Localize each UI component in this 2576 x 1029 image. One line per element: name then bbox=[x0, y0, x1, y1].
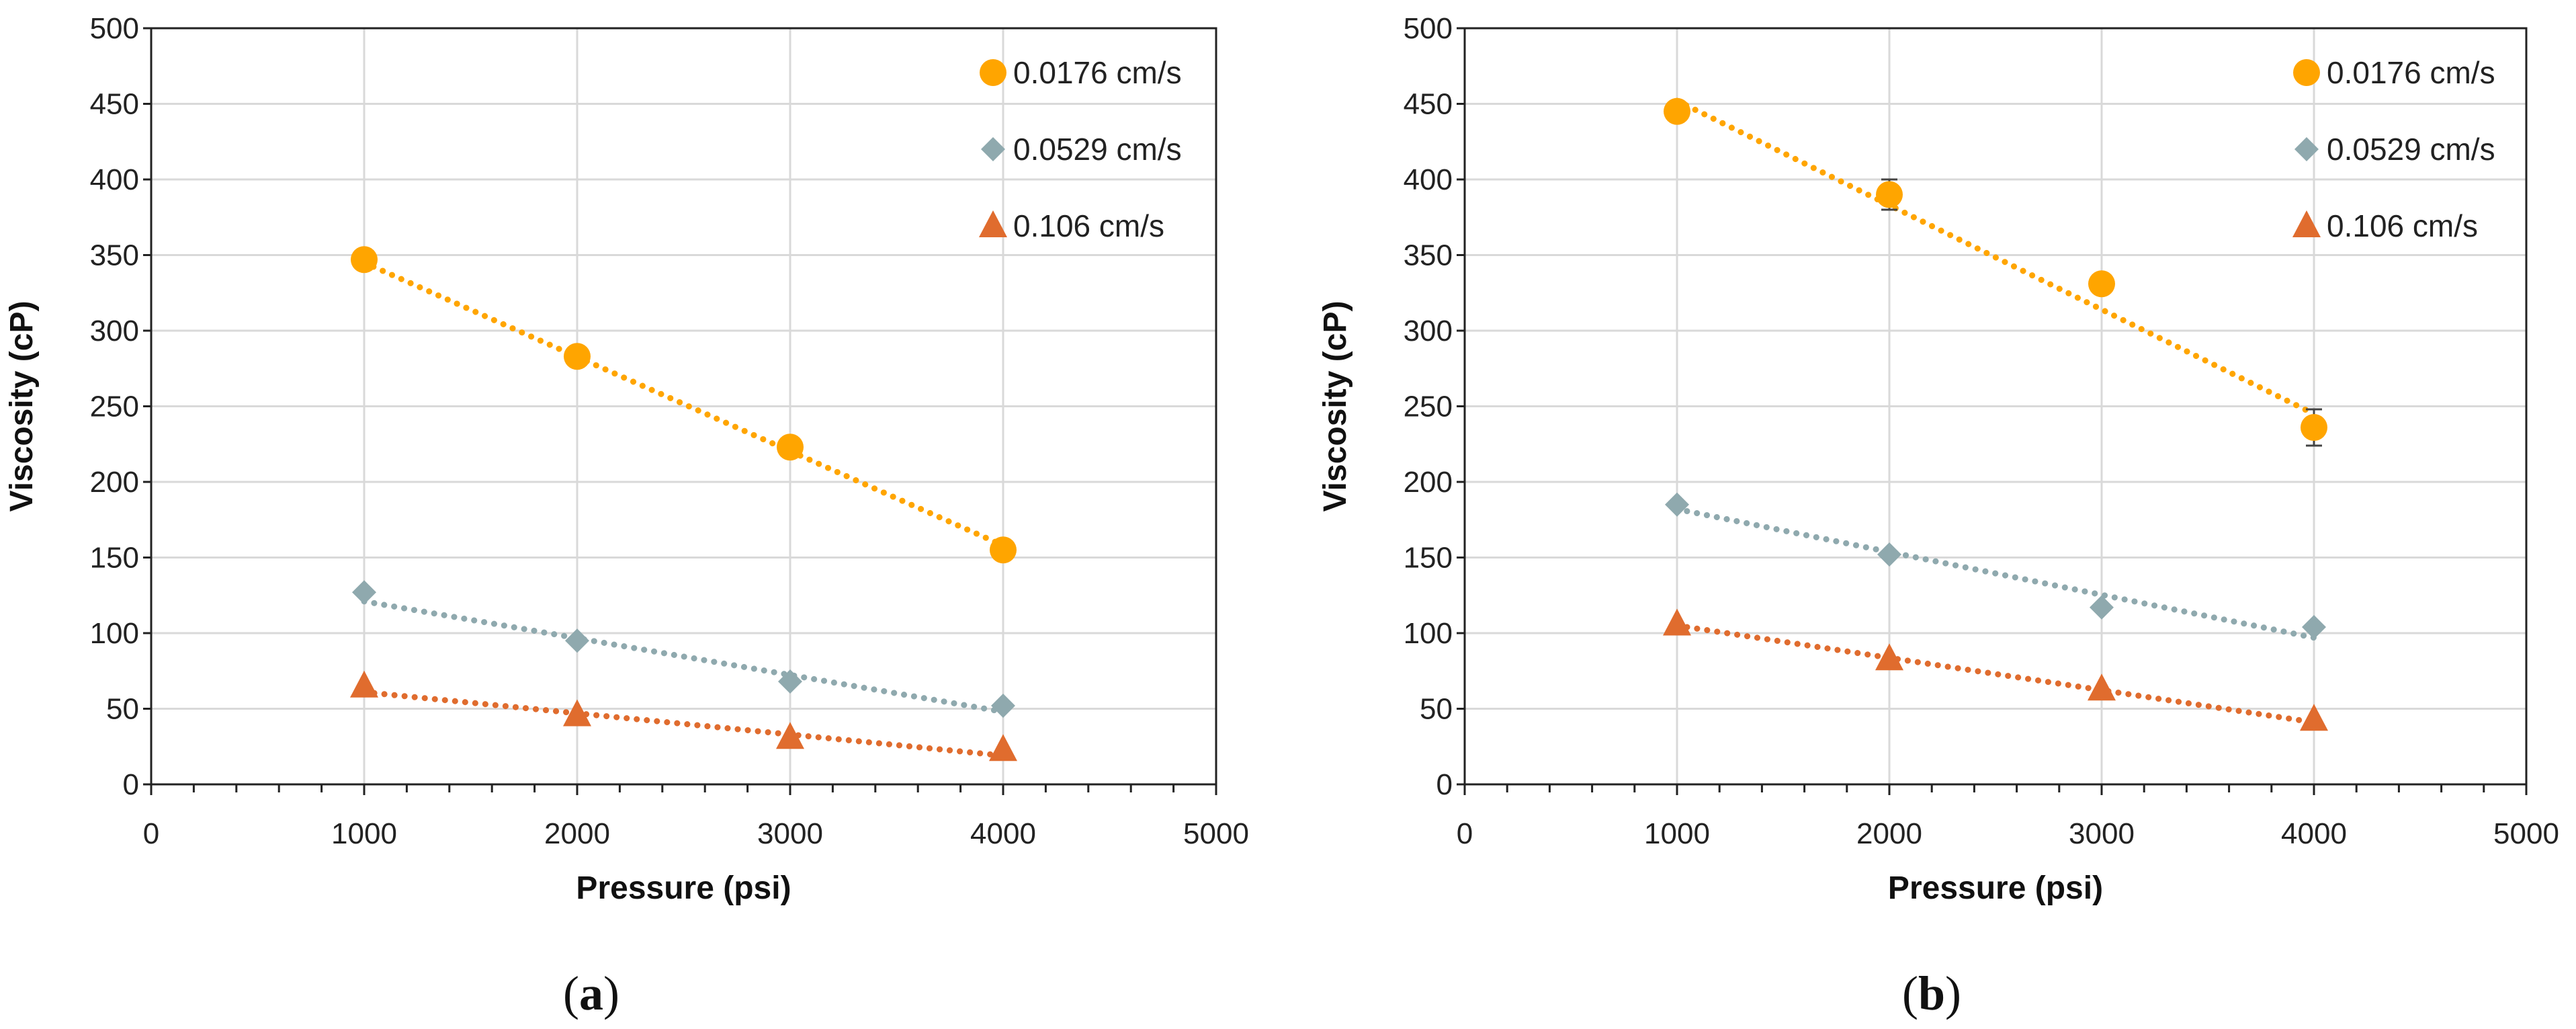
legend-label: 0.0176 cm/s bbox=[2327, 55, 2495, 90]
legend-label: 0.106 cm/s bbox=[1013, 208, 1164, 243]
y-tick-label: 150 bbox=[1404, 542, 1453, 575]
data-point-diamond bbox=[1665, 492, 1689, 517]
x-axis-title: Pressure (psi) bbox=[1888, 870, 2103, 906]
data-point-diamond bbox=[565, 628, 589, 653]
x-tick-label: 4000 bbox=[970, 817, 1036, 850]
y-tick-label: 300 bbox=[90, 315, 139, 347]
x-tick-label: 0 bbox=[1457, 817, 1473, 850]
data-point-triangle bbox=[2088, 673, 2116, 701]
legend-marker-diamond bbox=[981, 137, 1005, 161]
legend-label: 0.0529 cm/s bbox=[2327, 132, 2495, 167]
trendline-circle bbox=[1674, 97, 2317, 417]
data-point-triangle bbox=[1875, 643, 1903, 671]
y-axis-title: Viscosity (cP) bbox=[1318, 301, 1353, 512]
trendline-triangle bbox=[361, 689, 1006, 759]
y-tick-label: 350 bbox=[1404, 239, 1453, 272]
data-point-circle bbox=[1664, 97, 1690, 125]
x-tick-label: 1000 bbox=[331, 817, 397, 850]
legend-marker-triangle bbox=[979, 210, 1007, 237]
x-tick-label: 3000 bbox=[2069, 817, 2135, 850]
y-tick-label: 500 bbox=[90, 12, 139, 45]
y-tick-label: 450 bbox=[1404, 88, 1453, 121]
data-point-diamond bbox=[2302, 615, 2326, 639]
x-axis-title: Pressure (psi) bbox=[576, 870, 791, 906]
data-point-circle bbox=[2301, 414, 2327, 441]
y-tick-label: 400 bbox=[1404, 163, 1453, 196]
data-point-triangle bbox=[350, 670, 378, 698]
y-tick-label: 0 bbox=[1436, 768, 1453, 801]
data-point-triangle bbox=[2300, 704, 2328, 731]
data-point-circle bbox=[564, 343, 591, 370]
legend-marker-circle bbox=[2293, 59, 2320, 86]
y-tick-label: 200 bbox=[90, 466, 139, 499]
x-tick-label: 0 bbox=[143, 817, 159, 850]
data-point-diamond bbox=[778, 669, 802, 694]
data-point-triangle bbox=[563, 699, 591, 727]
legend-label: 0.0176 cm/s bbox=[1013, 55, 1182, 90]
y-tick-label: 50 bbox=[1420, 693, 1453, 726]
x-tick-label: 2000 bbox=[1856, 817, 1922, 850]
legend-label: 0.0529 cm/s bbox=[1013, 132, 1182, 167]
y-tick-label: 400 bbox=[90, 163, 139, 196]
y-tick-label: 250 bbox=[90, 390, 139, 423]
data-point-diamond bbox=[352, 580, 376, 605]
legend-label: 0.106 cm/s bbox=[2327, 208, 2478, 243]
data-point-circle bbox=[2088, 270, 2115, 298]
x-tick-label: 1000 bbox=[1644, 817, 1710, 850]
data-point-circle bbox=[1876, 181, 1903, 208]
trendline-triangle bbox=[1674, 622, 2317, 726]
legend-marker-circle bbox=[980, 59, 1006, 86]
trendline-diamond bbox=[361, 598, 1006, 715]
y-tick-label: 200 bbox=[1404, 466, 1453, 499]
y-tick-label: 300 bbox=[1404, 315, 1453, 347]
y-tick-label: 250 bbox=[1404, 390, 1453, 423]
y-tick-label: 450 bbox=[90, 88, 139, 121]
data-point-triangle bbox=[1663, 608, 1691, 636]
data-point-triangle bbox=[776, 722, 804, 749]
plot-frame bbox=[150, 27, 1217, 786]
legend-marker-diamond bbox=[2294, 137, 2319, 161]
y-tick-label: 100 bbox=[1404, 617, 1453, 650]
y-tick-label: 500 bbox=[1404, 12, 1453, 45]
plot-frame bbox=[1463, 27, 2528, 786]
y-tick-label: 350 bbox=[90, 239, 139, 272]
data-point-diamond bbox=[2090, 595, 2114, 620]
legend-marker-triangle bbox=[2292, 210, 2321, 237]
x-tick-label: 5000 bbox=[2493, 817, 2559, 850]
x-tick-label: 3000 bbox=[757, 817, 823, 850]
y-tick-label: 50 bbox=[106, 693, 139, 726]
data-point-diamond bbox=[1877, 542, 1901, 567]
x-tick-label: 4000 bbox=[2281, 817, 2347, 850]
y-axis-title: Viscosity (cP) bbox=[4, 301, 40, 512]
trendline-circle bbox=[361, 259, 1006, 548]
x-tick-label: 2000 bbox=[544, 817, 610, 850]
y-tick-label: 100 bbox=[90, 617, 139, 650]
trendline-diamond bbox=[1674, 506, 2317, 641]
caption-b: (b) bbox=[1902, 966, 1961, 1020]
data-point-triangle bbox=[989, 734, 1017, 762]
y-tick-label: 0 bbox=[123, 768, 139, 801]
data-point-diamond bbox=[991, 694, 1015, 718]
data-point-circle bbox=[990, 536, 1017, 564]
data-point-circle bbox=[351, 246, 378, 274]
x-tick-label: 5000 bbox=[1183, 817, 1249, 850]
y-tick-label: 150 bbox=[90, 542, 139, 575]
data-point-circle bbox=[777, 434, 804, 461]
caption-a: (a) bbox=[563, 966, 619, 1020]
